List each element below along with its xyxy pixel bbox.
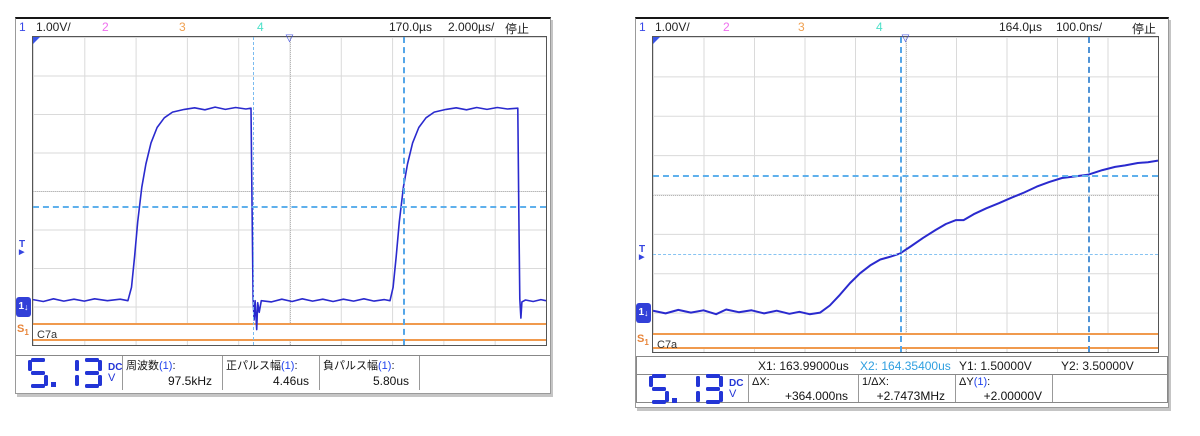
right-x2-cursor[interactable] (1087, 37, 1090, 352)
bus-decode-value: C7a (657, 339, 678, 351)
y2-readout: Y2: 3.50000V (1061, 359, 1134, 373)
unit-label: V (108, 372, 116, 384)
coupling-label: DC (108, 362, 123, 373)
left-serial-bus-lane: C7a (33, 323, 546, 341)
right-y2-cursor[interactable] (653, 174, 1158, 177)
y1-readout: Y1: 1.50000V (959, 359, 1032, 373)
inverse-delta-x-result: 1/ΔX: +2.7473MHz (858, 375, 955, 403)
ground-channel-number: 1 (638, 307, 645, 319)
channel-1-indicator[interactable]: 1 (19, 20, 26, 34)
result-empty-slot (1052, 375, 1167, 402)
cursor-results-bar: DC V ΔX: +364.000ns 1/ΔX: +2.7473MHz ΔY(… (637, 373, 1167, 404)
measurement-positive-pulse-width: 正パルス幅(1): 4.46us (222, 356, 319, 390)
timebase-readout: 100.0ns/ (1056, 20, 1103, 34)
delta-x-result: ΔX: +364.000ns (748, 375, 858, 403)
coupling-label: DC (729, 377, 744, 389)
inverse-delta-x-value: +2.7473MHz (876, 389, 945, 403)
delta-y-result: ΔY(1): +2.00000V (955, 375, 1052, 403)
timebase-readout: 2.000µs/ (448, 20, 495, 34)
right-bottom-panel: X1: 163.99000us X2: 164.35400us Y1: 1.50… (636, 356, 1168, 404)
right-display-area: C7a ▽ T ▶ 1 ↓ S1 (636, 33, 1168, 354)
unit-label: V (729, 387, 737, 400)
left-waveform (33, 106, 546, 331)
right-y1-cursor[interactable] (653, 253, 1158, 255)
channel-1-display: DC V (16, 356, 122, 390)
left-trigger-level-marker[interactable]: T ▶ (19, 238, 26, 256)
channel-2-indicator[interactable]: 2 (102, 20, 109, 34)
channel-1-scale: 1.00V/ (36, 20, 71, 34)
left-x-cursor-a[interactable] (253, 37, 255, 345)
delay-readout: 164.0µs (999, 20, 1042, 34)
right-graticule: C7a ▽ T ▶ 1 ↓ S1 (636, 33, 1159, 353)
ground-channel-number: 1 (18, 301, 25, 312)
run-state: 停止 (1132, 22, 1157, 36)
right-ground-marker[interactable]: 1 ↓ (636, 302, 651, 323)
channel-3-indicator[interactable]: 3 (798, 20, 805, 34)
measurement-negative-pulse-width: 負パルス幅(1): 5.80us (319, 356, 419, 390)
delta-y-value: +2.00000V (983, 389, 1042, 403)
left-trigger-position-marker[interactable]: ▽ (285, 33, 294, 44)
measurement-empty-slot (419, 356, 550, 390)
x1-readout: X1: 163.99000us (758, 359, 849, 373)
channel-1-scale: 1.00V/ (655, 20, 690, 34)
left-delay-corner-marker (33, 37, 40, 44)
measurement-pos-width-value: 4.46us (272, 374, 309, 388)
channel-1-display: DC V (637, 373, 748, 404)
left-graticule: C7a ▽ T ▶ 1 ↓ S1 (16, 33, 547, 346)
seven-segment-value (649, 373, 723, 404)
right-trigger-level-marker[interactable]: T ▶ (639, 243, 646, 261)
left-display-area: C7a ▽ T ▶ 1 ↓ S1 (16, 33, 550, 347)
x2-readout: X2: 164.35400us (860, 359, 951, 373)
right-waveform (653, 159, 1158, 316)
channel-2-indicator[interactable]: 2 (723, 20, 730, 34)
right-x1-cursor[interactable] (899, 37, 902, 352)
left-status-bar: 1 1.00V/ 2 3 4 170.0µs 2.000µs/ 停止 (16, 19, 550, 36)
ground-arrow-icon: ↓ (644, 307, 649, 318)
right-delay-corner-marker (653, 37, 660, 44)
channel-4-indicator[interactable]: 4 (876, 20, 883, 34)
left-x-cursor-b[interactable] (402, 37, 405, 345)
channel-4-indicator[interactable]: 4 (257, 20, 264, 34)
ground-arrow-icon: ↓ (24, 301, 29, 312)
cursor-readout-bar: X1: 163.99000us X2: 164.35400us Y1: 1.50… (637, 357, 1167, 375)
trigger-t-label: T (19, 238, 26, 250)
bus-decode-value: C7a (37, 329, 58, 341)
trigger-t-label: T (639, 243, 646, 255)
run-state: 停止 (505, 22, 530, 36)
right-serial-bus-label: S1 (637, 333, 649, 348)
center-horizontal-gridline (33, 191, 546, 192)
left-measurement-bar: DC V 周波数(1): 97.5kHz 正パルス幅(1): 4.46us 負パ… (16, 355, 550, 390)
trigger-arrow-icon: ▶ (639, 253, 645, 261)
measurement-frequency-value: 97.5kHz (167, 374, 212, 388)
left-scope-screenshot: 1 1.00V/ 2 3 4 170.0µs 2.000µs/ 停止 C7a ▽… (15, 17, 551, 394)
channel-1-indicator[interactable]: 1 (639, 20, 646, 34)
left-threshold-line[interactable] (33, 205, 546, 208)
seven-segment-value (28, 358, 102, 388)
delay-readout: 170.0µs (389, 20, 432, 34)
left-ground-marker[interactable]: 1 ↓ (16, 296, 31, 317)
channel-3-indicator[interactable]: 3 (179, 20, 186, 34)
center-horizontal-gridline (653, 194, 1158, 196)
measurement-neg-width-value: 5.80us (372, 374, 409, 388)
left-serial-bus-label: S1 (17, 323, 29, 338)
trigger-arrow-icon: ▶ (19, 248, 25, 256)
delta-x-value: +364.000ns (784, 389, 848, 403)
right-status-bar: 1 1.00V/ 2 3 4 164.0µs 100.0ns/ 停止 (636, 19, 1168, 36)
measurement-frequency: 周波数(1): 97.5kHz (122, 356, 222, 390)
right-serial-bus-lane: C7a (653, 333, 1158, 351)
right-trigger-position-marker[interactable]: ▽ (901, 33, 910, 44)
right-scope-screenshot: 1 1.00V/ 2 3 4 164.0µs 100.0ns/ 停止 C7a ▽… (635, 17, 1169, 408)
